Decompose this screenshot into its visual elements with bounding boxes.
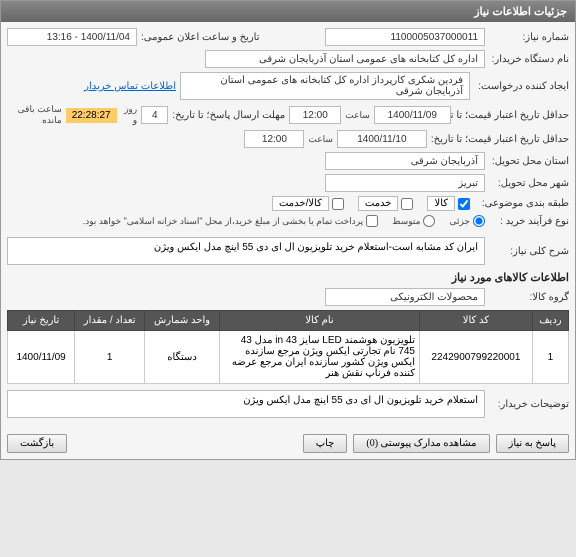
cell-code: 2242900799220001 [420,331,533,384]
process-note: پرداخت تمام یا بخشی از مبلغ خرید،از محل … [83,216,363,227]
buyer-value: اداره کل کتابخانه های عمومی استان آذربای… [205,50,485,68]
desc-value: ایران کد مشابه است-استعلام خرید تلویزیون… [7,237,485,265]
attachments-button[interactable]: مشاهده مدارک پیوستی (0) [353,434,489,453]
print-button[interactable]: چاپ [303,434,348,453]
province-label: استان محل تحویل: [489,156,569,167]
button-bar: پاسخ به نیاز مشاهده مدارک پیوستی (0) چاپ… [1,428,575,459]
class-label: طبقه بندی موضوعی: [474,198,569,209]
valid-date: 1400/11/10 [337,130,427,148]
city-label: شهر محل تحویل: [489,178,569,189]
days-label: روز و [121,104,137,126]
hour-label-2: ساعت [308,134,333,145]
city-value: تبریز [325,174,485,192]
notes-label: توضیحات خریدار: [489,399,569,410]
valid-label: حداقل تاریخ اعتبار قیمت؛ تا تاریخ: [431,134,569,145]
process-note-checkbox[interactable] [366,215,378,227]
need-no-label: شماره نیاز: [489,32,569,43]
table-row: 1 2242900799220001 تلویزیون هوشمند LED س… [8,331,569,384]
remaining-time: 22:28:27 [66,108,117,123]
class-goods-label: کالا [427,196,455,211]
notes-value: استعلام خرید تلویزیون ال ای دی 55 اینچ م… [7,390,485,418]
class-both-label: کالا/خدمت [272,196,329,211]
items-section-title: اطلاعات کالاهای مورد نیاز [7,271,569,284]
panel-body: شماره نیاز: 1100005037000011 تاریخ و ساع… [1,22,575,428]
class-goods-checkbox[interactable] [458,198,470,210]
province-value: آذربایجان شرقی [325,152,485,170]
panel-title: جزئیات اطلاعات نیاز [1,1,575,22]
creator-label: ایجاد کننده درخواست: [474,81,569,92]
deadline-hour: 12:00 [289,106,341,124]
cell-name: تلویزیون هوشمند LED سایز 43 in مدل 43 74… [220,331,420,384]
th-name: نام کالا [220,311,420,331]
need-no-value: 1100005037000011 [325,28,485,46]
valid-hour: 12:00 [244,130,304,148]
back-button[interactable]: بازگشت [7,434,67,453]
th-date: تاریخ نیاز [8,311,75,331]
th-code: کد کالا [420,311,533,331]
deadline-date: 1400/11/09 [374,106,451,124]
process-partial-label: جزئی [449,216,470,227]
cell-row: 1 [532,331,568,384]
process-label: نوع فرآیند خرید : [489,216,569,227]
th-qty: تعداد / مقدار [75,311,145,331]
desc-label: شرح کلی نیاز: [489,246,569,257]
cell-qty: 1 [75,331,145,384]
process-partial-radio[interactable] [473,215,485,227]
process-medium-radio[interactable] [423,215,435,227]
reply-button[interactable]: پاسخ به نیاز [496,434,570,453]
class-service-label: خدمت [358,196,399,211]
group-label: گروه کالا: [489,292,569,303]
process-medium-label: متوسط [392,216,420,227]
class-service-checkbox[interactable] [401,198,413,210]
announce-label: تاریخ و ساعت اعلان عمومی: [141,32,260,43]
items-table: ردیف کد کالا نام کالا واحد شمارش تعداد /… [7,310,569,384]
announce-value: 1400/11/04 - 13:16 [7,28,137,46]
cell-date: 1400/11/09 [8,331,75,384]
duration-label: مهلت ارسال پاسخ؛ تا تاریخ: [172,110,285,121]
contact-link[interactable]: اطلاعات تماس خریدار [84,81,176,92]
cell-unit: دستگاه [145,331,220,384]
creator-value: فردین شکری کارپرداز اداره کل کتابخانه ها… [180,72,470,100]
need-details-panel: جزئیات اطلاعات نیاز شماره نیاز: 11000050… [0,0,576,460]
duration-days: 4 [141,106,168,124]
deadline-label: حداقل تاریخ اعتبار قیمت؛ تا تاریخ: [455,110,569,121]
hour-label-1: ساعت [345,110,370,121]
th-unit: واحد شمارش [145,311,220,331]
buyer-label: نام دستگاه خریدار: [489,54,569,65]
th-row: ردیف [532,311,568,331]
remain-label: ساعت باقی مانده [7,104,62,126]
class-both-checkbox[interactable] [332,198,344,210]
group-value: محصولات الکترونیکی [325,288,485,306]
